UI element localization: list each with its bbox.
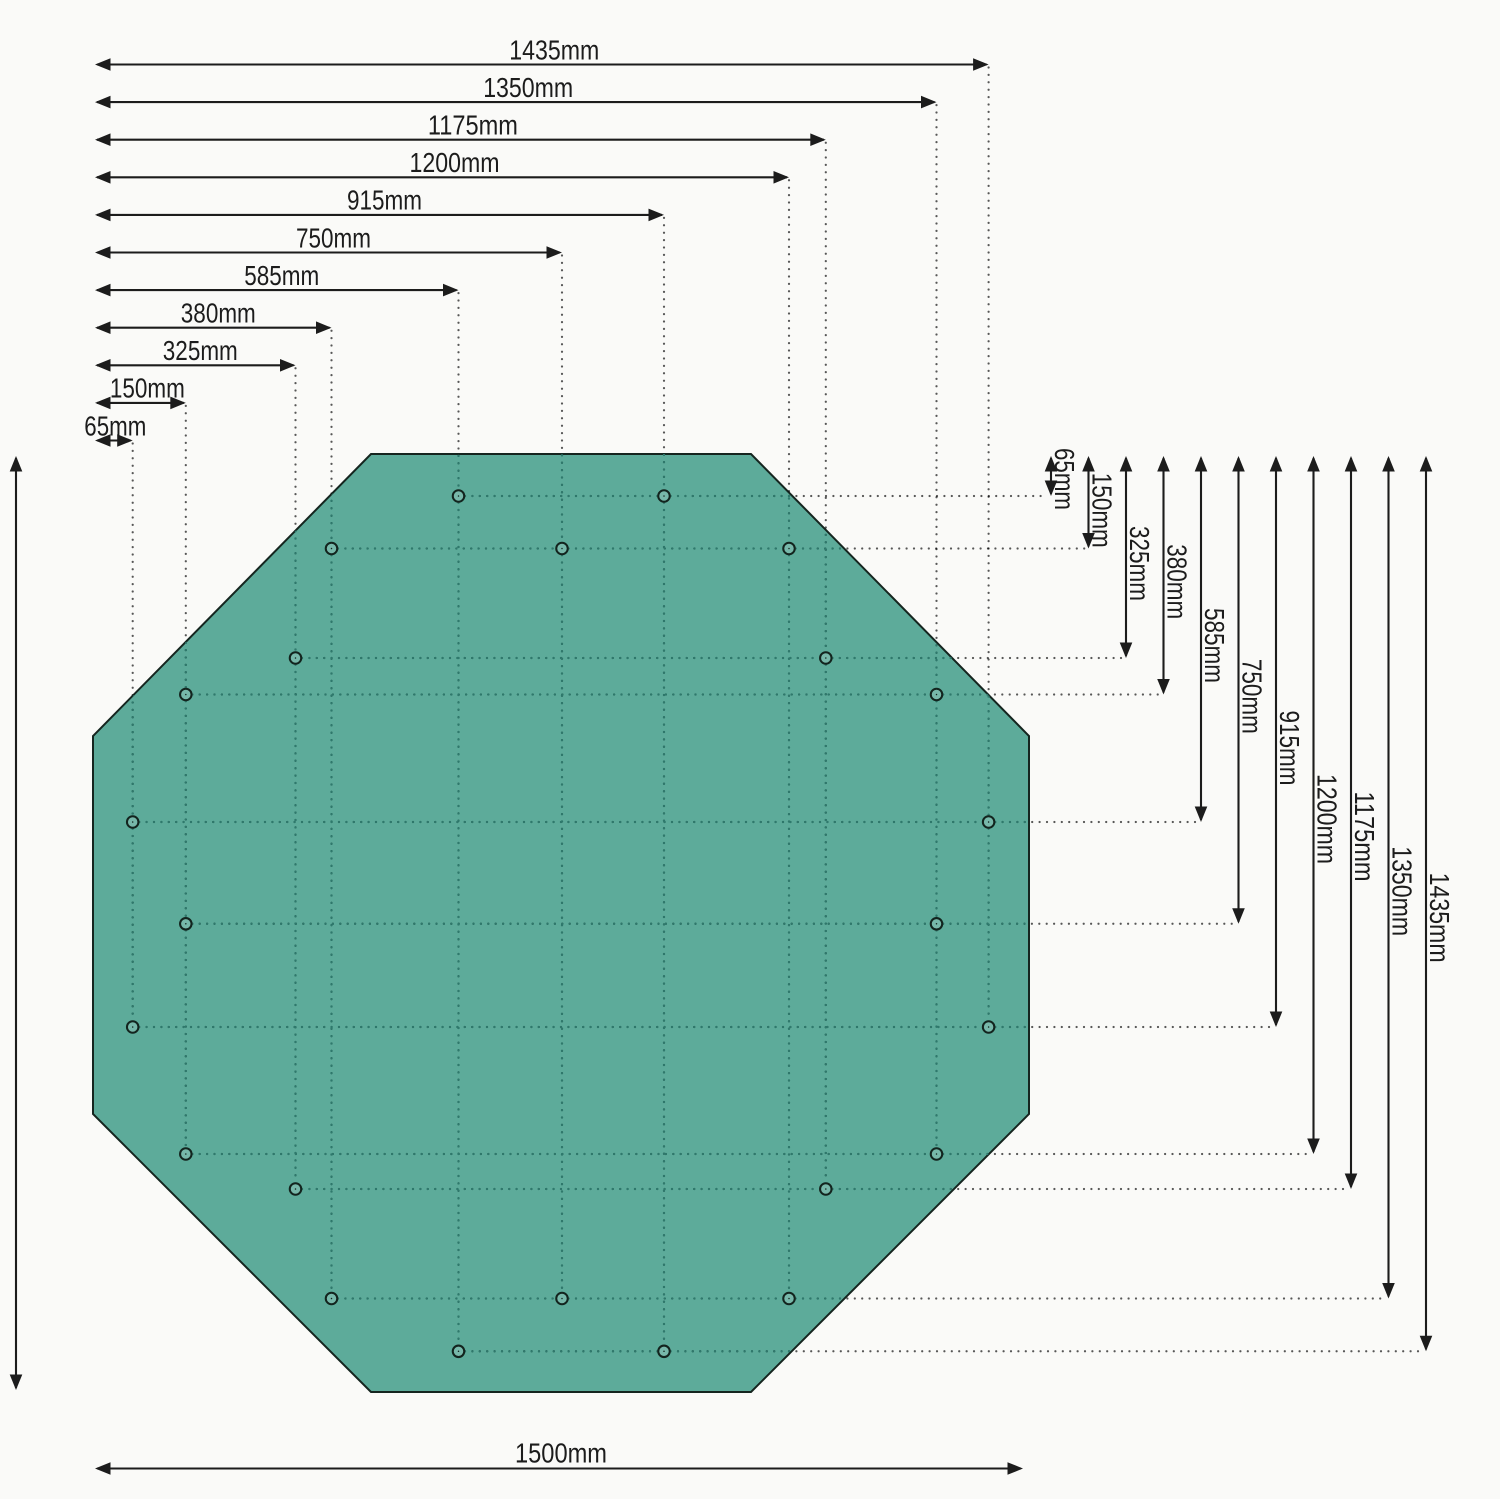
svg-text:585mm: 585mm bbox=[1199, 608, 1230, 683]
svg-text:915mm: 915mm bbox=[1274, 711, 1305, 786]
svg-text:65mm: 65mm bbox=[84, 410, 146, 441]
svg-text:585mm: 585mm bbox=[244, 260, 319, 291]
svg-text:380mm: 380mm bbox=[181, 298, 256, 329]
svg-text:1175mm: 1175mm bbox=[1349, 792, 1380, 882]
svg-text:1350mm: 1350mm bbox=[483, 72, 573, 103]
svg-text:750mm: 750mm bbox=[1237, 659, 1268, 734]
svg-text:1435mm: 1435mm bbox=[509, 34, 599, 65]
svg-text:325mm: 325mm bbox=[1124, 526, 1155, 601]
svg-text:1175mm: 1175mm bbox=[428, 110, 518, 141]
svg-text:65mm: 65mm bbox=[1049, 448, 1080, 510]
svg-text:915mm: 915mm bbox=[347, 185, 422, 216]
svg-text:1435mm: 1435mm bbox=[1424, 873, 1455, 963]
svg-text:150mm: 150mm bbox=[110, 373, 185, 404]
svg-text:750mm: 750mm bbox=[296, 222, 371, 253]
svg-text:1350mm: 1350mm bbox=[1387, 846, 1418, 936]
svg-text:150mm: 150mm bbox=[1087, 473, 1118, 548]
svg-text:1200mm: 1200mm bbox=[1312, 774, 1343, 864]
svg-text:325mm: 325mm bbox=[163, 335, 238, 366]
svg-text:1200mm: 1200mm bbox=[410, 147, 500, 178]
svg-text:380mm: 380mm bbox=[1162, 544, 1193, 619]
svg-text:1500mm: 1500mm bbox=[515, 1437, 607, 1468]
